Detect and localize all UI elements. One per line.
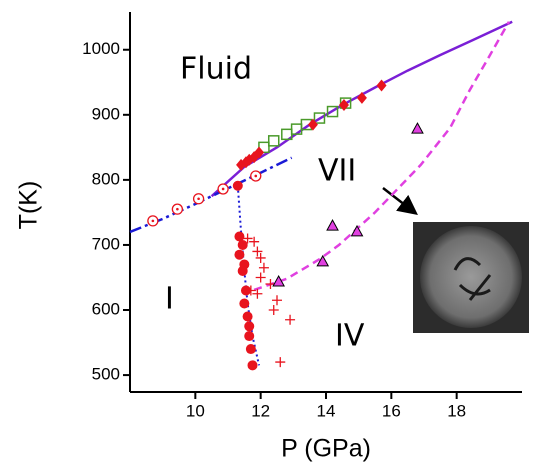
- phase-label: VII: [318, 154, 356, 189]
- marker: [376, 79, 387, 92]
- x-tick-label: 16: [382, 401, 401, 420]
- marker: [326, 219, 339, 231]
- marker: [350, 224, 364, 237]
- marker-dot: [151, 219, 155, 223]
- marker: [247, 360, 258, 371]
- marker: [250, 170, 262, 182]
- marker: [275, 357, 286, 368]
- marker: [242, 233, 253, 244]
- marker: [192, 193, 205, 205]
- y-tick-label: 900: [92, 104, 120, 123]
- marker: [307, 118, 318, 131]
- marker: [242, 311, 253, 322]
- marker: [232, 180, 243, 191]
- marker: [272, 274, 285, 287]
- marker: [255, 272, 266, 283]
- marker: [239, 298, 250, 309]
- inset-photo: [413, 222, 529, 333]
- marker: [237, 239, 248, 250]
- marker: [338, 99, 349, 112]
- arrow: [382, 187, 418, 216]
- marker: [272, 295, 282, 306]
- phase-label: IV: [335, 319, 365, 354]
- x-axis-label: P (GPa): [281, 435, 371, 463]
- marker: [171, 203, 184, 215]
- marker: [237, 265, 248, 276]
- marker: [316, 254, 330, 267]
- phase-label: I: [165, 282, 174, 317]
- marker: [258, 262, 269, 273]
- x-tick-label: 12: [251, 401, 270, 420]
- marker: [267, 135, 280, 147]
- marker: [356, 91, 367, 104]
- marker: [254, 146, 265, 159]
- x-tick-label: 18: [447, 401, 466, 420]
- marker: [245, 344, 256, 355]
- marker-dot: [254, 174, 258, 178]
- y-tick-label: 600: [92, 299, 120, 318]
- marker: [252, 288, 263, 299]
- marker: [234, 249, 245, 260]
- curve: [210, 20, 513, 198]
- y-tick-label: 700: [92, 234, 120, 253]
- marker-dot: [176, 207, 179, 211]
- marker: [249, 236, 260, 247]
- marker: [326, 105, 339, 118]
- y-tick-label: 800: [92, 169, 120, 188]
- marker: [255, 252, 266, 263]
- marker: [268, 305, 279, 316]
- marker-dot: [197, 197, 200, 201]
- marker: [252, 246, 263, 257]
- marker: [217, 183, 229, 195]
- y-axis-label: T(K): [15, 181, 43, 230]
- x-tick-label: 10: [186, 401, 205, 420]
- marker: [234, 231, 245, 242]
- marker-dot: [221, 187, 225, 191]
- phase-label: Fluid: [180, 52, 252, 87]
- y-tick-label: 1000: [82, 39, 120, 58]
- marker: [244, 321, 255, 332]
- marker: [285, 314, 296, 325]
- marker: [147, 215, 159, 227]
- marker: [411, 122, 424, 134]
- y-tick-label: 500: [92, 365, 120, 384]
- x-tick-label: 14: [317, 401, 336, 420]
- curve: [253, 21, 511, 292]
- marker: [313, 112, 326, 124]
- marker: [244, 331, 255, 342]
- marker: [245, 285, 256, 296]
